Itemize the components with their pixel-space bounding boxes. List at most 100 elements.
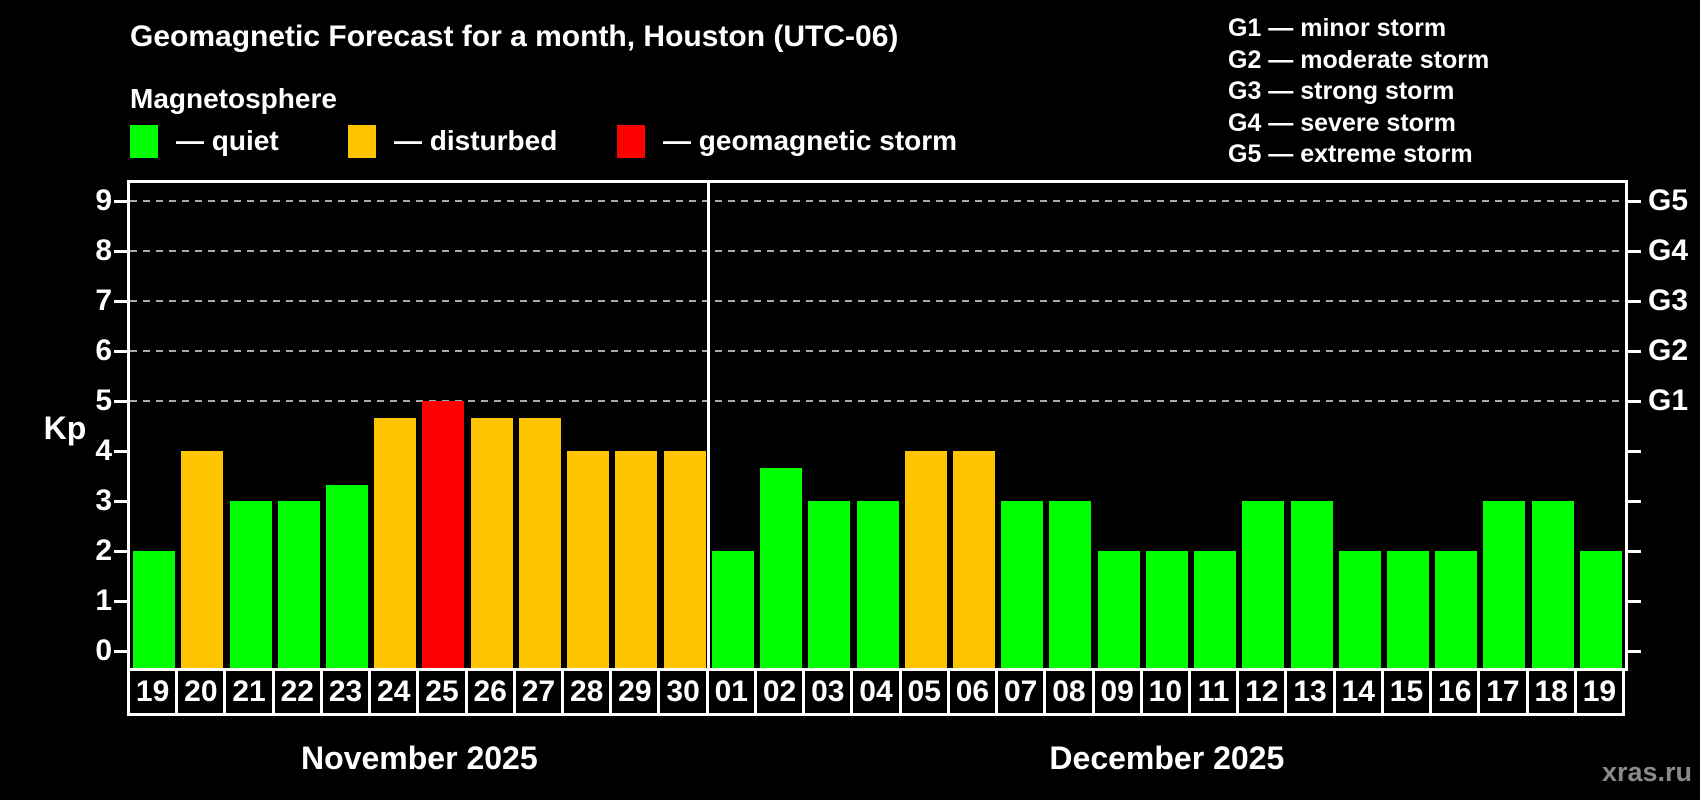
g-axis-label-g2: G2 — [1648, 334, 1689, 367]
kp-bar-day-19 — [133, 551, 176, 668]
y-tick-label-1: 1 — [95, 584, 112, 617]
g-axis-tick-2 — [1625, 549, 1641, 553]
g-axis-tick-8 — [1625, 249, 1641, 253]
g-scale-legend-line-2: G2 — moderate storm — [1228, 45, 1490, 74]
g-axis-label-g4: G4 — [1648, 234, 1689, 267]
g-scale-legend-line-5: G5 — extreme storm — [1228, 140, 1473, 168]
date-cell-11: 11 — [1187, 668, 1237, 716]
date-cell-09: 09 — [1091, 668, 1140, 716]
kp-bar-day-28 — [567, 451, 610, 668]
kp-bar-day-15 — [1386, 551, 1429, 668]
storm-swatch-icon — [617, 124, 645, 158]
month-label-december: December 2025 — [1049, 740, 1285, 776]
kp-bar-day-22 — [277, 501, 320, 668]
kp-bar-day-02 — [760, 467, 803, 668]
gridline-kp-9 — [130, 200, 1625, 202]
plot-inner — [130, 183, 1625, 668]
kp-bar-day-24 — [374, 417, 417, 668]
g-scale-legend: G1 — minor storm G2 — moderate storm G3 — … — [1228, 13, 1489, 171]
g-axis-tick-5 — [1625, 399, 1641, 403]
g-scale-legend-line-1: G1 — minor storm — [1228, 14, 1447, 42]
legend-item-storm: — geomagnetic storm — [617, 124, 957, 158]
date-cell-15: 15 — [1380, 668, 1430, 716]
date-cell-18: 18 — [1525, 668, 1574, 716]
kp-bar-day-16 — [1435, 551, 1478, 668]
chart-subtitle: Magnetosphere — [130, 83, 337, 114]
date-cell-22: 22 — [271, 668, 320, 716]
date-cell-06: 06 — [946, 668, 996, 716]
date-cell-19: 19 — [1573, 668, 1625, 716]
y-tick-label-4: 4 — [95, 434, 112, 467]
legend-item-quiet: — quiet — [130, 124, 279, 158]
kp-bar-day-17 — [1483, 501, 1526, 668]
g-scale-legend-line-3: G3 — strong storm — [1228, 77, 1455, 105]
date-cell-07: 07 — [995, 668, 1044, 716]
date-cell-21: 21 — [223, 668, 272, 716]
g-axis-tick-1 — [1625, 599, 1641, 603]
g-scale-legend-line-4: G4 — severe storm — [1228, 108, 1456, 137]
kp-bar-day-01 — [711, 551, 754, 668]
date-cell-23: 23 — [319, 668, 369, 716]
y-axis-label: Kp — [43, 410, 87, 446]
g-axis-label-g3: G3 — [1648, 284, 1689, 317]
gridline-kp-5 — [130, 400, 1625, 402]
date-axis-strip: 19 20 21 22 23 24 25 26 27 28 29 30 01 02 03 04 05 06 07 08… — [127, 668, 1628, 716]
kp-bar-day-26 — [470, 417, 513, 668]
y-tick-7 — [114, 299, 130, 303]
y-tick-label-3: 3 — [95, 484, 112, 517]
kp-bar-day-20 — [181, 451, 224, 668]
y-tick-3 — [114, 499, 130, 503]
kp-bar-day-03 — [808, 501, 851, 668]
y-tick-4 — [114, 449, 130, 453]
y-tick-2 — [114, 549, 130, 553]
g-axis-tick-0 — [1625, 649, 1641, 653]
kp-bar-day-13 — [1290, 501, 1333, 668]
kp-bar-day-10 — [1145, 551, 1188, 668]
date-cell-12: 12 — [1236, 668, 1285, 716]
kp-bar-day-11 — [1194, 551, 1237, 668]
kp-bar-day-06 — [952, 451, 995, 668]
disturbed-swatch-icon — [348, 124, 376, 158]
kp-bar-day-14 — [1338, 551, 1381, 668]
kp-bar-day-09 — [1097, 551, 1140, 668]
kp-bar-day-08 — [1049, 501, 1092, 668]
legend-item-disturbed: — disturbed — [348, 124, 557, 158]
date-cell-27: 27 — [512, 668, 562, 716]
g-axis-tick-6 — [1625, 349, 1641, 353]
date-cell-26: 26 — [464, 668, 513, 716]
date-cell-24: 24 — [368, 668, 417, 716]
g-axis-tick-9 — [1625, 199, 1641, 203]
y-tick-label-6: 6 — [95, 334, 112, 367]
chart-title: Geomagnetic Forecast for a month, Housto… — [130, 20, 899, 53]
y-tick-5 — [114, 399, 130, 403]
date-cell-28: 28 — [561, 668, 610, 716]
g-axis-tick-3 — [1625, 499, 1641, 503]
y-tick-label-5: 5 — [95, 384, 112, 417]
y-tick-label-0: 0 — [95, 634, 112, 667]
g-axis-label-g5: G5 — [1648, 184, 1689, 217]
kp-bar-day-23 — [326, 484, 369, 668]
g-axis-label-g1: G1 — [1648, 384, 1689, 417]
y-tick-6 — [114, 349, 130, 353]
g-axis-tick-7 — [1625, 299, 1641, 303]
date-cell-20: 20 — [175, 668, 224, 716]
kp-bar-day-07 — [1001, 501, 1044, 668]
date-cell-04: 04 — [850, 668, 899, 716]
date-cell-16: 16 — [1429, 668, 1478, 716]
y-tick-9 — [114, 199, 130, 203]
gridline-kp-6 — [130, 350, 1625, 352]
quiet-swatch-icon — [130, 124, 158, 158]
legend-label-storm: — geomagnetic storm — [663, 125, 958, 156]
y-tick-label-8: 8 — [95, 234, 112, 267]
legend-label-disturbed: — disturbed — [394, 125, 558, 156]
y-tick-label-7: 7 — [95, 284, 112, 317]
kp-bar-day-18 — [1531, 501, 1574, 668]
kp-bar-day-12 — [1242, 501, 1285, 668]
date-cell-02: 02 — [753, 668, 803, 716]
date-cell-05: 05 — [898, 668, 947, 716]
y-tick-label-2: 2 — [95, 534, 112, 567]
kp-bar-day-27 — [518, 417, 561, 668]
kp-bar-day-30 — [663, 451, 706, 668]
date-cell-03: 03 — [802, 668, 851, 716]
